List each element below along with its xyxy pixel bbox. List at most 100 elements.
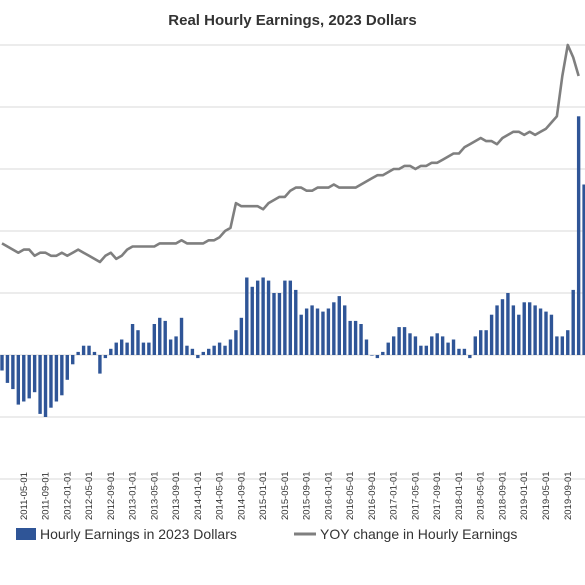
x-tick-label: 2018-05-01 (476, 471, 487, 520)
chart-title: Real Hourly Earnings, 2023 Dollars (168, 12, 417, 29)
bar (566, 330, 570, 355)
bar (190, 348, 195, 355)
bar (272, 293, 276, 355)
bar (457, 348, 461, 355)
bar (511, 305, 516, 355)
bar (517, 314, 521, 355)
bar (196, 355, 200, 359)
bar (576, 116, 581, 355)
bar (440, 336, 445, 355)
bar (266, 280, 271, 355)
x-tick-label: 2017-05-01 (410, 471, 421, 520)
bar (103, 355, 108, 359)
x-tick-label: 2019-05-01 (541, 471, 552, 520)
bar (527, 302, 532, 355)
x-tick-label: 2016-09-01 (367, 471, 378, 520)
bar (294, 289, 298, 355)
bar (158, 317, 162, 355)
bar (98, 355, 102, 374)
bar (87, 345, 91, 355)
bar (179, 317, 184, 355)
bar (38, 355, 42, 414)
bar (332, 302, 336, 355)
bar (484, 330, 488, 355)
bar (522, 302, 526, 355)
bar (359, 324, 363, 355)
bar (239, 317, 244, 355)
bar (32, 355, 37, 393)
x-tick-label: 2013-09-01 (171, 471, 182, 520)
bar (11, 355, 15, 390)
bar (495, 305, 499, 355)
series-line (1, 43, 580, 264)
bar (109, 348, 113, 355)
bar (5, 355, 10, 383)
bar (0, 355, 4, 371)
x-tick-label: 2018-09-01 (497, 471, 508, 520)
bar (435, 333, 439, 355)
x-tick-label: 2011-05-01 (19, 472, 30, 520)
bar (397, 327, 401, 355)
x-tick-label: 2018-01-01 (454, 471, 465, 520)
bar (462, 348, 467, 355)
bar (560, 336, 565, 355)
bar (27, 355, 31, 399)
bar (152, 324, 157, 355)
bar (424, 345, 429, 355)
bar (310, 305, 314, 355)
bar (168, 339, 173, 355)
bar (375, 355, 380, 359)
line-layer (1, 43, 580, 264)
x-tick-label: 2014-05-01 (215, 471, 226, 520)
bar (451, 339, 456, 355)
bar (446, 342, 450, 355)
bar (43, 355, 48, 417)
legend-swatch-bar (16, 528, 36, 540)
bar (217, 342, 222, 355)
bar (245, 277, 249, 355)
bar (430, 336, 434, 355)
bar (555, 336, 559, 355)
bar (76, 351, 80, 355)
x-tick-label: 2016-05-01 (345, 471, 356, 520)
legend: Hourly Earnings in 2023 Dollars YOY chan… (16, 526, 517, 542)
bar (408, 333, 412, 355)
bar (533, 305, 537, 355)
bar (489, 314, 494, 355)
x-tick-label: 2011-09-01 (41, 472, 52, 520)
bar (125, 342, 129, 355)
bar (544, 311, 548, 355)
x-tick-label: 2013-05-01 (149, 471, 160, 520)
bar (49, 355, 53, 408)
bar (304, 308, 309, 355)
x-tick-label: 2014-09-01 (236, 471, 247, 520)
bar (315, 308, 320, 355)
bar (234, 330, 238, 355)
grid-layer (0, 44, 585, 480)
bar (136, 330, 140, 355)
x-tick-label: 2015-09-01 (302, 471, 313, 520)
bar (119, 339, 124, 355)
x-tick-label: 2014-01-01 (193, 471, 204, 520)
bar (174, 336, 178, 355)
bar (468, 355, 472, 359)
bar (321, 311, 325, 355)
bar (60, 355, 64, 396)
x-tick-label: 2013-01-01 (128, 471, 139, 520)
bar (582, 184, 585, 355)
bar (549, 314, 554, 355)
x-tick-label: 2019-01-01 (519, 471, 530, 520)
bar (506, 293, 510, 355)
bar (571, 289, 575, 355)
bar (261, 277, 265, 355)
bar (538, 308, 543, 355)
bar (364, 339, 369, 355)
bar (370, 355, 374, 356)
bar (185, 345, 189, 355)
bar (413, 336, 418, 355)
x-tick-label: 2016-01-01 (323, 471, 334, 520)
bar (402, 327, 407, 355)
bar (500, 299, 505, 355)
x-axis: 2011-05-01 2011-09-01 2012-01-01 2012-05-01… (19, 471, 585, 520)
x-tick-label: 2012-09-01 (106, 471, 117, 520)
